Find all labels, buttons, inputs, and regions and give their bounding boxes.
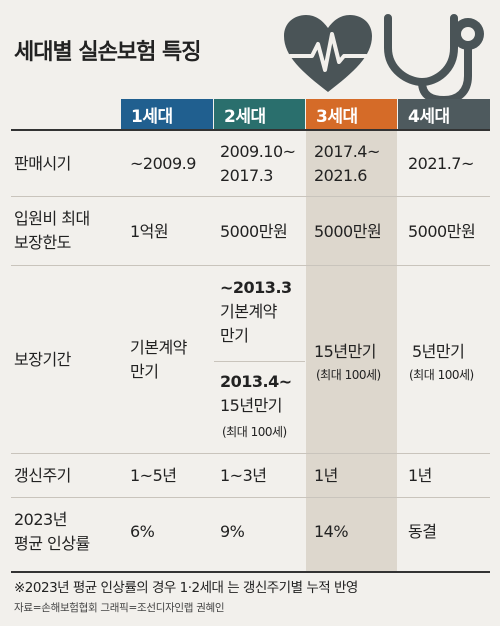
cell-renewal-g1: 1~5년 — [130, 466, 177, 485]
row-divider — [11, 265, 490, 266]
cell-sales-g3-line2: 2021.6 — [314, 166, 367, 185]
cell-period-g2a-line1: ~2013.3 — [220, 278, 292, 297]
row-label-max-coverage-line2: 보장한도 — [14, 233, 71, 252]
row-label-avg-increase-line2: 평균 인상률 — [14, 534, 90, 553]
stethoscope-icon — [384, 14, 484, 102]
source-credit: 자료=손해보험협회 그래픽=조선디자인랩 권혜인 — [14, 602, 225, 614]
row-divider — [11, 453, 490, 454]
cell-sales-g4: 2021.7~ — [408, 154, 474, 173]
cell-sales-g2-line1: 2009.10~ — [220, 142, 296, 161]
cell-period-g2b-line1: 2013.4~ — [220, 372, 292, 391]
table-bottom-rule — [11, 571, 490, 573]
row-label-sales-period: 판매시기 — [14, 154, 71, 173]
cell-maxcov-g4: 5000만원 — [408, 222, 476, 241]
header-gen-4: 4세대 — [398, 99, 490, 130]
heart-pulse-icon — [284, 15, 372, 92]
header-gen-1: 1세대 — [121, 99, 213, 130]
row-label-coverage-period: 보장기간 — [14, 350, 71, 369]
row-divider — [11, 497, 490, 498]
cell-sales-g1: ~2009.9 — [130, 154, 196, 173]
cell-period-g2b-note: (최대 100세) — [222, 425, 287, 439]
cell-sales-g3-line1: 2017.4~ — [314, 142, 380, 161]
cell-maxcov-g3: 5000만원 — [314, 222, 382, 241]
header-gen-2: 2세대 — [214, 99, 305, 130]
footnote: ※2023년 평균 인상률의 경우 1·2세대 는 갱신주기별 누적 반영 — [14, 580, 358, 596]
cell-increase-g4: 동결 — [408, 522, 437, 541]
cell-renewal-g4: 1년 — [408, 466, 432, 485]
cell-increase-g2: 9% — [220, 522, 245, 541]
cell-renewal-g2: 1~3년 — [220, 466, 267, 485]
cell-increase-g1: 6% — [130, 522, 155, 541]
cell-period-g2a-line2: 기본계약 — [220, 302, 277, 321]
page-title: 세대별 실손보험 특징 — [14, 40, 201, 65]
cell-period-g1-line2: 만기 — [130, 362, 159, 381]
cell-maxcov-g1: 1억원 — [130, 222, 169, 241]
cell-increase-g3: 14% — [314, 522, 349, 541]
column-3-background — [306, 130, 397, 573]
cell-period-g3: 15년만기 — [314, 342, 377, 361]
cell-period-g2a-line3: 만기 — [220, 326, 249, 345]
row-label-renewal-cycle: 갱신주기 — [14, 466, 71, 485]
row-label-max-coverage-line1: 입원비 최대 — [14, 209, 90, 228]
cell-sales-g2-line2: 2017.3 — [220, 166, 273, 185]
cell-divider — [214, 361, 305, 362]
header-divider — [11, 129, 490, 131]
cell-period-g2b-line2: 15년만기 — [220, 396, 283, 415]
cell-period-g3-note: (최대 100세) — [316, 368, 381, 382]
row-divider — [11, 196, 490, 197]
row-label-avg-increase-line1: 2023년 — [14, 510, 67, 529]
cell-period-g4: 5년만기 — [412, 342, 465, 361]
cell-renewal-g3: 1년 — [314, 466, 338, 485]
cell-period-g4-note: (최대 100세) — [409, 368, 474, 382]
cell-maxcov-g2: 5000만원 — [220, 222, 288, 241]
header-gen-3: 3세대 — [306, 99, 397, 130]
cell-period-g1-line1: 기본계약 — [130, 338, 187, 357]
